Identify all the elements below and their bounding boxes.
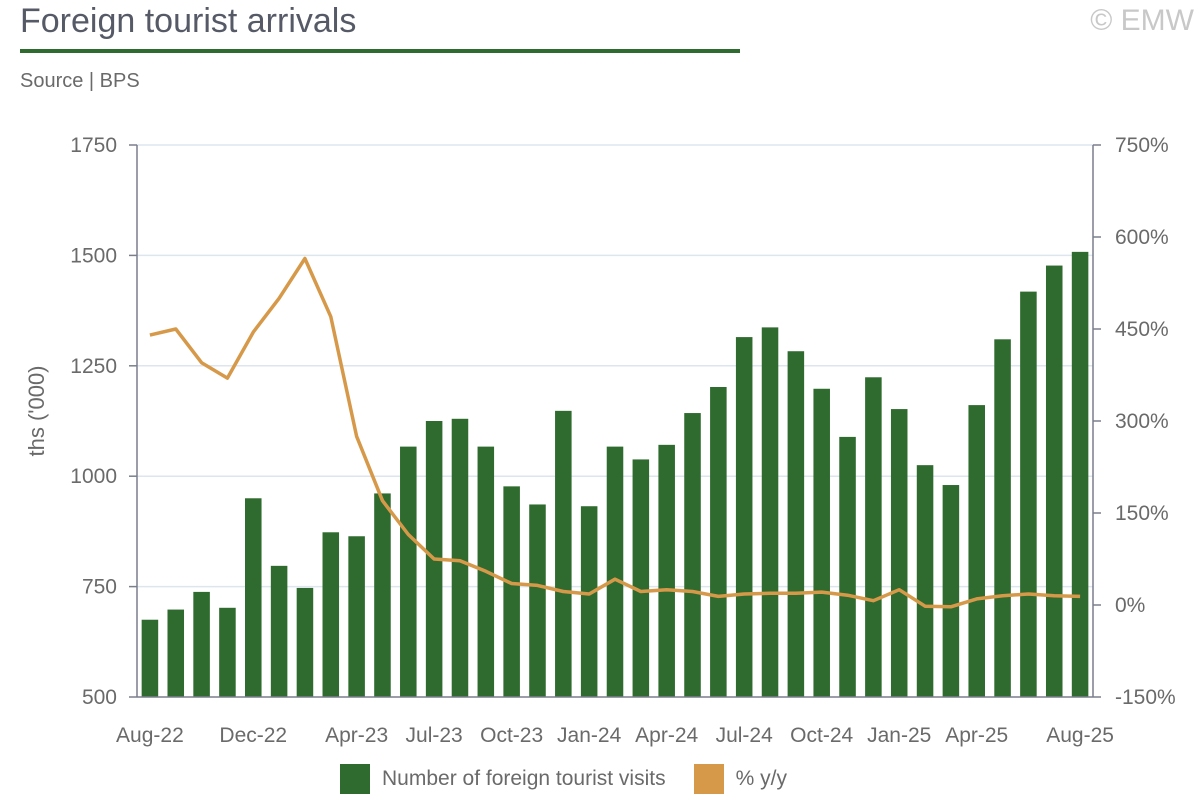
bar <box>270 565 288 697</box>
bar <box>684 413 701 697</box>
x-tick-label: Jan-25 <box>867 724 931 747</box>
left-tick-label: 500 <box>82 686 117 709</box>
bar <box>141 619 159 697</box>
left-tick-label: 1500 <box>70 244 117 267</box>
x-tick-label: Jan-24 <box>557 724 622 747</box>
bar <box>710 386 727 697</box>
x-tick-label: Aug-22 <box>116 724 184 747</box>
bar <box>1045 265 1063 697</box>
x-tick-label: Apr-23 <box>325 724 388 747</box>
title-underline <box>20 49 740 53</box>
bar <box>761 327 779 697</box>
right-tick-label: 150% <box>1115 502 1169 525</box>
bar <box>503 486 520 697</box>
bar <box>735 337 753 697</box>
bar <box>787 351 805 697</box>
bar <box>219 607 236 697</box>
x-tick-label: Dec-22 <box>219 724 287 747</box>
bar <box>865 377 882 697</box>
bar <box>968 405 985 697</box>
y-axis-title: ths ('000) <box>24 365 49 456</box>
right-tick-label: 750% <box>1115 134 1169 157</box>
left-tick-label: 1000 <box>70 465 117 488</box>
bar <box>400 446 417 697</box>
x-tick-label: Oct-23 <box>480 724 543 747</box>
bar <box>994 339 1011 697</box>
legend: Number of foreign tourist visits % y/y <box>340 764 815 794</box>
bar <box>348 536 365 697</box>
x-tick-label: Apr-24 <box>635 724 698 747</box>
bar <box>529 504 546 697</box>
tick-labels: 500 750 1000 1250 1500 1750 -150% 0% 150% 300% 450… <box>24 134 1176 747</box>
bar <box>1071 251 1089 698</box>
bar <box>322 532 340 697</box>
left-tick-label: 750 <box>82 576 117 599</box>
bar <box>632 459 650 697</box>
legend-label-yoy: % y/y <box>735 767 787 790</box>
legend-swatch-visits <box>340 764 370 794</box>
left-tick-label: 1250 <box>70 355 117 378</box>
bar <box>245 498 262 697</box>
right-tick-label: 450% <box>1115 318 1169 341</box>
bar <box>658 444 675 697</box>
axes <box>129 144 1101 698</box>
right-tick-label: 600% <box>1115 226 1169 249</box>
x-tick-label: Aug-25 <box>1046 724 1114 747</box>
left-tick-label: 1750 <box>70 134 117 157</box>
legend-label-visits: Number of foreign tourist visits <box>382 767 666 790</box>
yoy-line <box>149 256 1081 609</box>
right-tick-label: -150% <box>1115 686 1176 709</box>
x-tick-label: Jul-24 <box>716 724 774 747</box>
line-series <box>149 256 1081 609</box>
x-tick-label: Apr-25 <box>945 724 1008 747</box>
bar <box>193 591 210 697</box>
bar-series <box>141 251 1089 698</box>
x-tick-label: Jul-23 <box>406 724 463 747</box>
legend-item-yoy: % y/y <box>693 764 787 794</box>
bar <box>606 446 624 697</box>
bar <box>839 436 856 697</box>
bar <box>916 465 934 697</box>
bar <box>580 506 598 697</box>
bar <box>555 410 572 697</box>
legend-swatch-yoy <box>693 764 724 794</box>
bar <box>296 587 314 697</box>
right-tick-label: 0% <box>1115 594 1145 617</box>
copyright-watermark: © EMW <box>1090 4 1194 37</box>
bar <box>374 493 391 697</box>
bar <box>1020 291 1037 697</box>
bar <box>451 418 469 697</box>
chart-title: Foreign tourist arrivals <box>20 2 357 40</box>
bar <box>167 609 185 697</box>
bar <box>942 485 960 697</box>
bar <box>890 409 908 697</box>
right-tick-label: 300% <box>1115 410 1169 433</box>
bar <box>813 388 830 697</box>
x-tick-label: Oct-24 <box>790 724 853 747</box>
legend-item-visits: Number of foreign tourist visits <box>340 764 666 794</box>
source-note: Source | BPS <box>20 70 140 92</box>
